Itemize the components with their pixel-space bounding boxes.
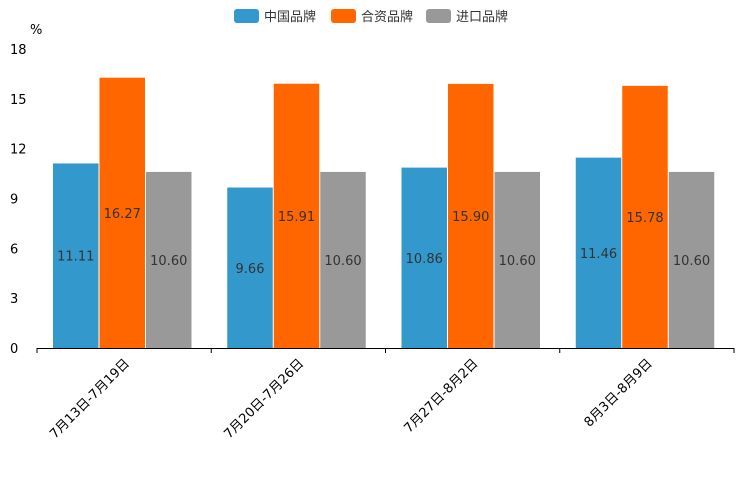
bar-进口品牌-1[interactable] [146, 171, 192, 348]
y-axis: 0 3 6 9 12 15 18 [10, 43, 27, 357]
x-category-label: 7月27日-8月2日 [402, 356, 482, 436]
x-category-label: 8月3日-8月9日 [582, 356, 656, 430]
y-tick-label: 6 [10, 242, 18, 257]
bar-合资品牌-4[interactable] [622, 85, 668, 349]
legend[interactable]: 中国品牌 合资品牌 进口品牌 [234, 9, 508, 25]
x-category-label: 7月20日-7月26日 [221, 356, 307, 442]
bar-中国品牌-3[interactable] [401, 167, 448, 348]
legend-swatch[interactable] [426, 9, 451, 23]
bar-中国品牌-4[interactable] [575, 157, 622, 348]
bar-进口品牌-2[interactable] [320, 171, 366, 348]
data-label: 15.78 [626, 211, 663, 226]
bar-合资品牌-2[interactable] [273, 83, 320, 348]
legend-label[interactable]: 中国品牌 [264, 9, 316, 25]
legend-swatch[interactable] [234, 9, 259, 23]
y-tick-label: 3 [10, 292, 18, 307]
legend-label[interactable]: 进口品牌 [456, 9, 508, 25]
bar-合资品牌-1[interactable] [99, 77, 146, 349]
data-label: 10.60 [673, 254, 710, 269]
x-category-label: 7月13日-7月19日 [47, 356, 133, 442]
data-label: 16.27 [104, 207, 141, 222]
bar-中国品牌-1[interactable] [53, 163, 99, 348]
data-label: 15.91 [278, 210, 315, 225]
data-label: 10.60 [324, 254, 361, 269]
data-label: 10.60 [150, 254, 187, 269]
bars-group: 11.11 16.27 10.60 9.66 15.91 10.60 10.86 15.90 1… [53, 77, 715, 349]
y-tick-label: 12 [10, 143, 27, 158]
y-tick-label: 9 [10, 193, 18, 208]
data-label: 11.46 [580, 247, 617, 262]
bar-合资品牌-3[interactable] [448, 83, 494, 348]
legend-label[interactable]: 合资品牌 [361, 9, 413, 25]
y-tick-label: 18 [10, 43, 27, 58]
y-tick-label: 0 [10, 342, 18, 357]
y-tick-label: 15 [10, 93, 27, 108]
bar-进口品牌-3[interactable] [494, 171, 541, 348]
bar-进口品牌-4[interactable] [668, 171, 715, 348]
data-label: 10.60 [499, 254, 536, 269]
legend-swatch[interactable] [331, 9, 356, 23]
bar-中国品牌-2[interactable] [227, 187, 273, 348]
data-label: 10.86 [406, 252, 443, 267]
data-label: 11.11 [57, 250, 94, 265]
data-label: 9.66 [236, 262, 265, 277]
x-axis: 7月13日-7月19日 7月20日-7月26日 7月27日-8月2日 8月3日-8月9… [36, 348, 735, 442]
data-label: 15.90 [452, 210, 489, 225]
y-axis-unit-label: % [30, 23, 42, 38]
